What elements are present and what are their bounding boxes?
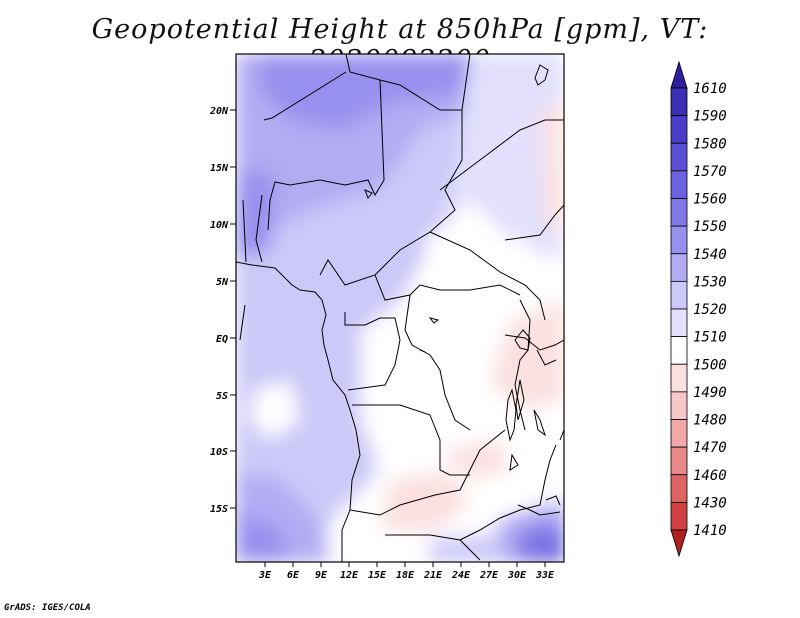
colorbar-swatch	[670, 419, 688, 448]
lat-label-10s: 10S	[210, 447, 228, 458]
lakes	[364, 64, 561, 516]
colorbar-swatch	[670, 336, 688, 365]
colorbar-swatch	[670, 501, 688, 531]
colorbar-label: 1520	[693, 302, 727, 318]
lon-label-21e: 21E	[423, 570, 443, 581]
colorbar-swatch	[670, 446, 688, 476]
colorbar: 1610 1590 1580 1570 1560 1550 1540 1530 1520 1510…	[670, 60, 727, 558]
colorbar-label: 1610	[693, 81, 727, 97]
colorbar-swatch	[670, 363, 688, 393]
colorbar-label: 1470	[693, 440, 727, 456]
colorbar-label: 1540	[693, 247, 727, 263]
lat-label-eq: EQ	[216, 334, 228, 345]
lat-label-15s: 15S	[210, 504, 228, 515]
colorbar-label: 1500	[693, 357, 727, 373]
colorbar-label: 1480	[693, 413, 727, 429]
lat-label-15n: 15N	[210, 163, 229, 174]
lon-label-3e: 3E	[258, 570, 272, 581]
lat-label-10n: 10N	[210, 220, 229, 231]
lon-label-15e: 15E	[368, 570, 387, 581]
colorbar-top-triangle	[670, 60, 688, 89]
colorbar-label: 1530	[693, 274, 727, 290]
colorbar-swatch	[670, 170, 688, 199]
colorbar-swatch	[670, 474, 688, 503]
colorbar-swatch	[670, 115, 688, 144]
lon-label-9e: 9E	[315, 570, 328, 581]
map-frame	[235, 53, 565, 563]
colorbar-label: 1550	[693, 219, 727, 235]
colorbar-label: 1580	[693, 136, 727, 152]
lon-label-33e: 33E	[535, 570, 555, 581]
colorbar-bottom-triangle	[670, 529, 688, 558]
latitude-axis: 20N 15N 10N 5N EQ 5S 10S 15S	[209, 106, 236, 515]
lon-label-6e: 6E	[287, 570, 300, 581]
colorbar-swatch	[670, 225, 688, 255]
grads-credit: GrADS: IGES/COLA	[4, 603, 91, 613]
colorbar-swatch	[670, 198, 688, 227]
height-field	[236, 54, 564, 562]
lon-label-18e: 18E	[396, 570, 415, 581]
lat-label-20n: 20N	[209, 106, 229, 117]
lat-label-5n: 5N	[216, 277, 229, 288]
colorbar-swatch	[670, 391, 688, 420]
lon-label-30e: 30E	[507, 570, 527, 581]
colorbar-swatch	[670, 87, 688, 117]
colorbar-swatch	[670, 142, 688, 172]
lat-label-5s: 5S	[216, 391, 228, 402]
colorbar-label: 1430	[693, 495, 727, 511]
colorbar-label: 1490	[693, 385, 727, 401]
longitude-axis: 3E 6E 9E 12E 15E 18E 21E 24E 27E 30E 33E	[258, 562, 555, 581]
colorbar-label: 1590	[693, 109, 727, 125]
country-borders	[236, 54, 564, 562]
colorbar-swatch	[670, 308, 688, 338]
colorbar-label: 1570	[693, 164, 727, 180]
colorbar-label: 1560	[693, 192, 727, 208]
lon-label-27e: 27E	[479, 570, 499, 581]
colorbar-swatch	[670, 253, 688, 282]
colorbar-swatch	[670, 280, 688, 310]
lon-label-12e: 12E	[340, 570, 359, 581]
colorbar-label: 1460	[693, 468, 727, 484]
lon-label-24e: 24E	[451, 570, 471, 581]
colorbar-label: 1410	[693, 523, 727, 539]
colorbar-label: 1510	[693, 330, 727, 346]
